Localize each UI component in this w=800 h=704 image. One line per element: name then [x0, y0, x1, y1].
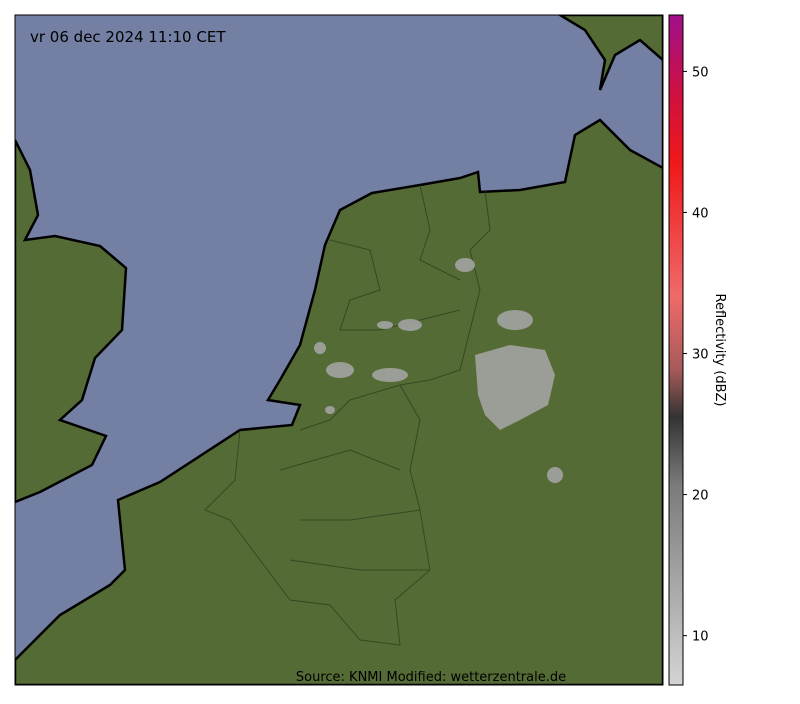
source-credit: Source: KNMI Modified: wetterzentrale.de: [296, 670, 566, 685]
precipitation: [314, 258, 563, 483]
colorbar-tick-label: 50: [692, 65, 709, 80]
map: [15, 15, 663, 685]
colorbar-tick-label: 10: [692, 630, 709, 645]
map-frame: [14, 14, 664, 686]
timestamp: vr 06 dec 2024 11:10 CET: [30, 28, 226, 46]
colorbar-label: Reflectivity (dBZ): [712, 294, 727, 407]
colorbar-tick-label: 30: [692, 348, 709, 363]
colorbar-tick-label: 20: [692, 489, 709, 504]
colorbar: [668, 14, 684, 686]
colorbar-ticks: 10 20 30 40 50: [683, 65, 709, 645]
england: [15, 139, 128, 504]
borders: [204, 184, 491, 646]
colorbar-tick-label: 40: [692, 206, 709, 221]
